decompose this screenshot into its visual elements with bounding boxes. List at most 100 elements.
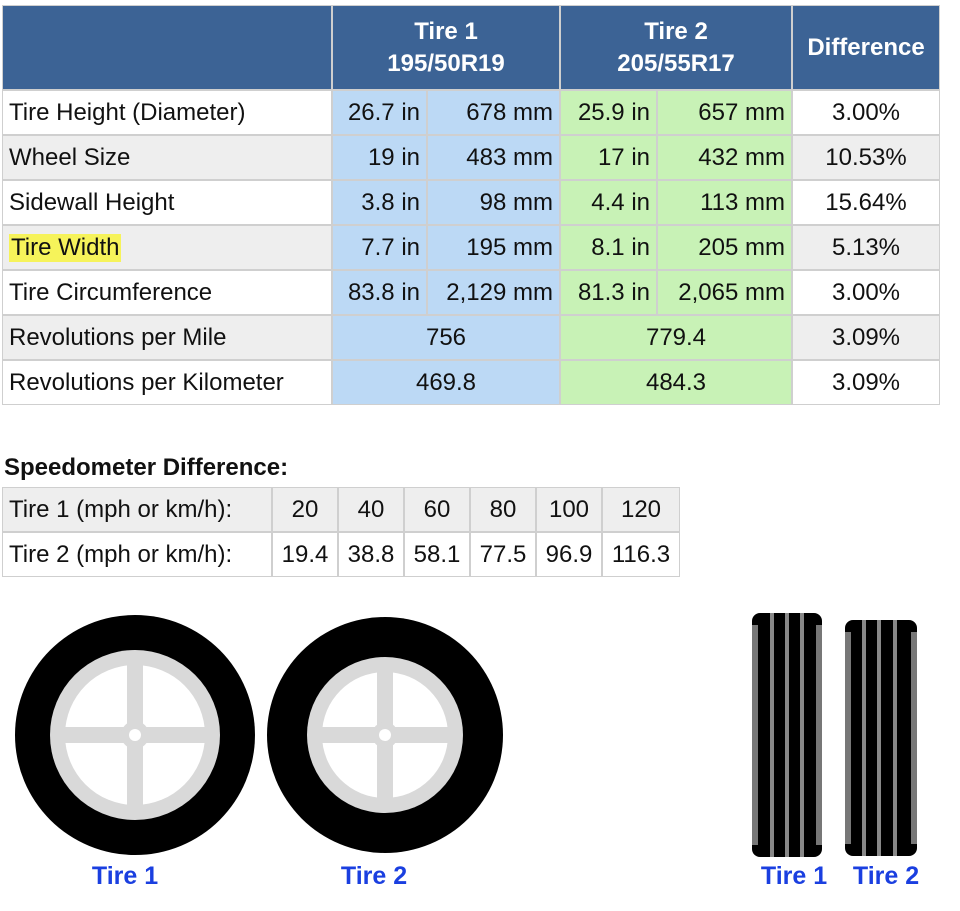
value-cell: 98 mm (427, 180, 560, 225)
stripe (800, 613, 804, 857)
speed-label: Tire 1 (mph or km/h): (2, 487, 272, 532)
hub-center (129, 729, 141, 741)
value-cell: 2,129 mm (427, 270, 560, 315)
value-cell-text: 469.8 (415, 368, 477, 396)
speed-cell-text: 100 (548, 495, 590, 523)
speed-cell: 20 (272, 487, 338, 532)
stripe (911, 632, 917, 844)
difference-cell: 5.13% (792, 225, 940, 270)
row-label-text: Revolutions per Mile (9, 323, 227, 351)
value-cell: 779.4 (560, 315, 792, 360)
difference-cell: 3.09% (792, 315, 940, 360)
speed-label-text: Tire 2 (mph or km/h): (9, 540, 233, 568)
difference-cell-text: 3.09% (831, 323, 901, 351)
header-text: Tire 2 (644, 17, 708, 45)
speed-cell: 60 (404, 487, 470, 532)
header-cell-text: Difference (807, 33, 925, 61)
value-cell: 83.8 in (332, 270, 427, 315)
header-text: 195/50R19 (387, 49, 505, 77)
speed-cell: 19.4 (272, 532, 338, 577)
row-label-text: Sidewall Height (9, 188, 175, 216)
speed-cell: 80 (470, 487, 536, 532)
row-label: Tire Width (2, 225, 332, 270)
difference-cell-text: 3.09% (831, 368, 901, 396)
value-cell-text: 26.7 in (347, 98, 420, 126)
difference-cell: 3.09% (792, 360, 940, 405)
value-cell: 195 mm (427, 225, 560, 270)
value-cell-text: 432 mm (698, 143, 785, 171)
value-cell-text: 98 mm (479, 188, 553, 216)
value-cell: 8.1 in (560, 225, 657, 270)
tire-label: Tire 2 (340, 862, 408, 890)
value-cell-text: 25.9 in (577, 98, 650, 126)
row-label: Tire Height (Diameter) (2, 90, 332, 135)
value-cell: 25.9 in (560, 90, 657, 135)
row-label: Revolutions per Kilometer (2, 360, 332, 405)
value-cell-text: 113 mm (700, 188, 785, 216)
row-label: Revolutions per Mile (2, 315, 332, 360)
speed-cell-text: 58.1 (413, 540, 461, 568)
stripe (752, 625, 758, 845)
speed-cell: 38.8 (338, 532, 404, 577)
speed-label: Tire 2 (mph or km/h): (2, 532, 272, 577)
value-cell: 19 in (332, 135, 427, 180)
value-cell-text: 2,129 mm (446, 278, 553, 306)
speed-cell-text: 116.3 (611, 540, 671, 568)
tire-label: Tire 1 (760, 862, 828, 890)
speed-cell-text: 96.9 (545, 540, 593, 568)
value-cell: 4.4 in (560, 180, 657, 225)
value-cell-text: 19 in (367, 143, 420, 171)
speed-cell-text: 80 (489, 495, 517, 523)
value-cell-text: 657 mm (698, 98, 785, 126)
difference-cell-text: 3.00% (831, 98, 901, 126)
row-label: Tire Circumference (2, 270, 332, 315)
value-cell-text: 7.7 in (361, 233, 420, 261)
header-text: Tire 1 (414, 17, 478, 45)
tire-label: Tire 1 (91, 862, 159, 890)
value-cell-text: 4.4 in (591, 188, 650, 216)
value-cell-text: 205 mm (698, 233, 785, 261)
difference-cell-text: 10.53% (825, 143, 907, 171)
value-cell-text: 81.3 in (577, 278, 650, 306)
speed-cell: 77.5 (470, 532, 536, 577)
difference-cell: 3.00% (792, 90, 940, 135)
value-cell-text: 779.4 (645, 323, 707, 351)
speed-label-text: Tire 1 (mph or km/h): (9, 495, 233, 523)
side-tire-1 (752, 613, 822, 857)
value-cell: 81.3 in (560, 270, 657, 315)
speed-cell: 120 (602, 487, 680, 532)
speed-cell: 96.9 (536, 532, 602, 577)
speed-cell-text: 19.4 (281, 540, 329, 568)
value-cell: 113 mm (657, 180, 792, 225)
value-cell: 17 in (560, 135, 657, 180)
stripe (893, 620, 897, 856)
speed-cell: 116.3 (602, 532, 680, 577)
value-cell: 26.7 in (332, 90, 427, 135)
value-cell: 469.8 (332, 360, 560, 405)
difference-cell-text: 3.00% (831, 278, 901, 306)
value-cell-text: 483 mm (466, 143, 553, 171)
front-tire-2 (267, 617, 503, 853)
front-tire-1 (15, 615, 255, 855)
speed-cell: 100 (536, 487, 602, 532)
stripe (862, 620, 866, 856)
value-cell: 678 mm (427, 90, 560, 135)
difference-cell-text: 15.64% (825, 188, 907, 216)
header-cell: Difference (792, 5, 940, 90)
speed-cell: 40 (338, 487, 404, 532)
stripe (816, 625, 822, 845)
value-cell: 756 (332, 315, 560, 360)
stripe (785, 613, 789, 857)
stripe (845, 632, 851, 844)
speed-cell-text: 38.8 (347, 540, 395, 568)
row-label: Wheel Size (2, 135, 332, 180)
header-cell: Tire 2 205/55R17 (560, 5, 792, 90)
header-cell: Tire 1 195/50R19 (332, 5, 560, 90)
difference-cell: 3.00% (792, 270, 940, 315)
difference-cell: 15.64% (792, 180, 940, 225)
speed-cell-text: 77.5 (479, 540, 527, 568)
value-cell-text: 756 (425, 323, 467, 351)
header-cell (2, 5, 332, 90)
value-cell-text: 3.8 in (361, 188, 420, 216)
